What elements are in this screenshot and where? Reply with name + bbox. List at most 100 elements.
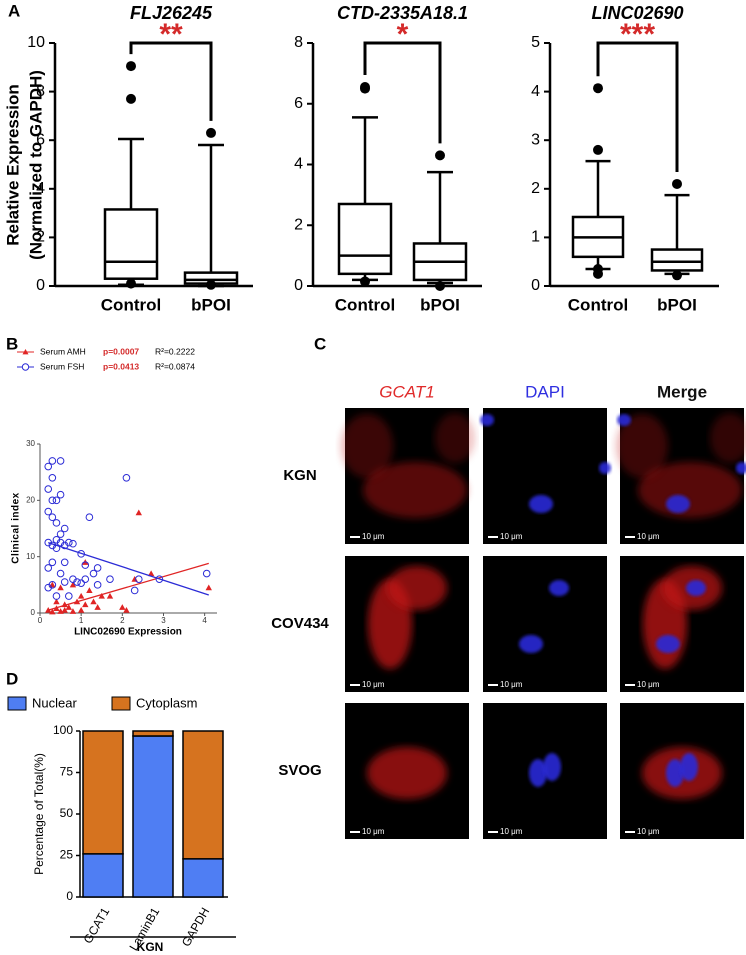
point — [119, 604, 126, 610]
nucleus — [666, 495, 690, 513]
scale-bar-label: 10 μm — [637, 827, 660, 836]
image-background — [483, 408, 607, 544]
nucleus — [617, 414, 631, 426]
cytoplasm — [710, 413, 746, 463]
image-background — [483, 556, 607, 692]
row-label: COV434 — [271, 615, 329, 632]
point — [57, 584, 64, 591]
point — [48, 457, 57, 465]
outlier — [206, 127, 216, 138]
outlier — [593, 268, 603, 279]
point — [85, 513, 94, 522]
point — [69, 608, 77, 614]
significance: * — [397, 18, 409, 51]
point — [44, 564, 53, 572]
point — [82, 601, 89, 608]
cytoplasm — [387, 566, 447, 610]
point — [52, 496, 61, 505]
nucleus — [549, 580, 569, 596]
column-header: Merge — [657, 382, 707, 401]
group-label: KGN — [137, 940, 164, 954]
point — [130, 586, 139, 595]
point — [205, 584, 212, 591]
legend-label: Serum FSH — [40, 361, 84, 371]
point — [56, 530, 65, 538]
p-value: p=0.0413 — [103, 361, 139, 371]
x-tick-label: bPOI — [420, 295, 460, 314]
bar-segment — [132, 730, 174, 737]
nucleus — [680, 753, 698, 781]
point — [81, 561, 90, 569]
panel-label: A — [8, 1, 20, 20]
micrograph: 10 μm — [616, 408, 746, 544]
micrograph: 10 μm — [345, 703, 469, 839]
x-tick-label: GCAT1 — [81, 905, 113, 946]
y-tick-label: 6 — [36, 131, 45, 148]
legend-swatch — [7, 696, 27, 711]
x-tick-label: 2 — [120, 616, 125, 625]
bar-segment — [182, 730, 224, 860]
bar-segment — [182, 858, 224, 898]
y-tick-label: 25 — [60, 848, 74, 862]
outlier — [593, 83, 603, 94]
micrograph: 10 μm — [345, 556, 469, 692]
point — [73, 578, 81, 586]
y-tick-label: 30 — [26, 439, 35, 448]
point — [49, 608, 56, 615]
cytoplasm — [435, 413, 475, 463]
legend-marker — [22, 349, 29, 355]
point — [69, 581, 77, 588]
point — [48, 496, 57, 505]
y-tick-label: 20 — [26, 495, 35, 504]
point — [48, 513, 57, 522]
scale-bar-label: 10 μm — [500, 532, 523, 541]
outlier — [593, 144, 603, 155]
y-tick-label: 0 — [66, 889, 73, 903]
chart-title: LINC02690 — [591, 3, 683, 23]
point — [86, 587, 93, 594]
point — [106, 575, 114, 584]
legend-label: Serum AMH — [40, 346, 86, 356]
significance: ** — [159, 18, 183, 51]
y-tick-label: 8 — [294, 34, 303, 51]
y-tick-label: 3 — [531, 131, 540, 148]
p-value: p=0.0007 — [103, 346, 139, 356]
y-axis-label: Percentage of Total(%) — [32, 753, 46, 875]
scale-bar-label: 10 μm — [500, 680, 523, 689]
micrograph: 10 μm — [620, 556, 744, 692]
nucleus — [519, 635, 543, 653]
point — [56, 457, 65, 465]
outlier — [435, 281, 445, 291]
significance-bracket — [363, 41, 442, 144]
point — [98, 592, 105, 599]
box — [337, 202, 393, 276]
cytoplasm — [341, 414, 393, 478]
point — [131, 576, 138, 582]
y-tick-label: 50 — [60, 806, 74, 820]
box — [650, 248, 704, 272]
y-tick-label: 4 — [36, 180, 45, 197]
nucleus — [666, 759, 684, 787]
point — [134, 575, 143, 584]
point — [60, 578, 69, 586]
x-tick-label: bPOI — [657, 295, 697, 314]
scale-bar-label: 10 μm — [362, 827, 385, 836]
nucleus — [736, 462, 746, 474]
outlier — [126, 278, 136, 289]
cytoplasm — [616, 414, 668, 478]
point — [60, 558, 69, 567]
bar-segment — [132, 735, 174, 898]
point — [155, 575, 164, 584]
panel-label: C — [314, 334, 326, 353]
outlier — [126, 93, 136, 104]
y-tick-label: 1 — [531, 229, 540, 246]
y-axis-label: Clinical index — [11, 492, 22, 563]
x-tick-label: bPOI — [191, 295, 231, 314]
x-axis-label: LINC02690 Expression — [74, 627, 182, 638]
point — [106, 592, 114, 599]
nucleus — [543, 753, 561, 781]
legend-label: Nuclear — [32, 695, 77, 710]
point — [65, 592, 73, 600]
x-tick-label: 0 — [38, 616, 43, 625]
cytoplasm — [638, 462, 742, 518]
